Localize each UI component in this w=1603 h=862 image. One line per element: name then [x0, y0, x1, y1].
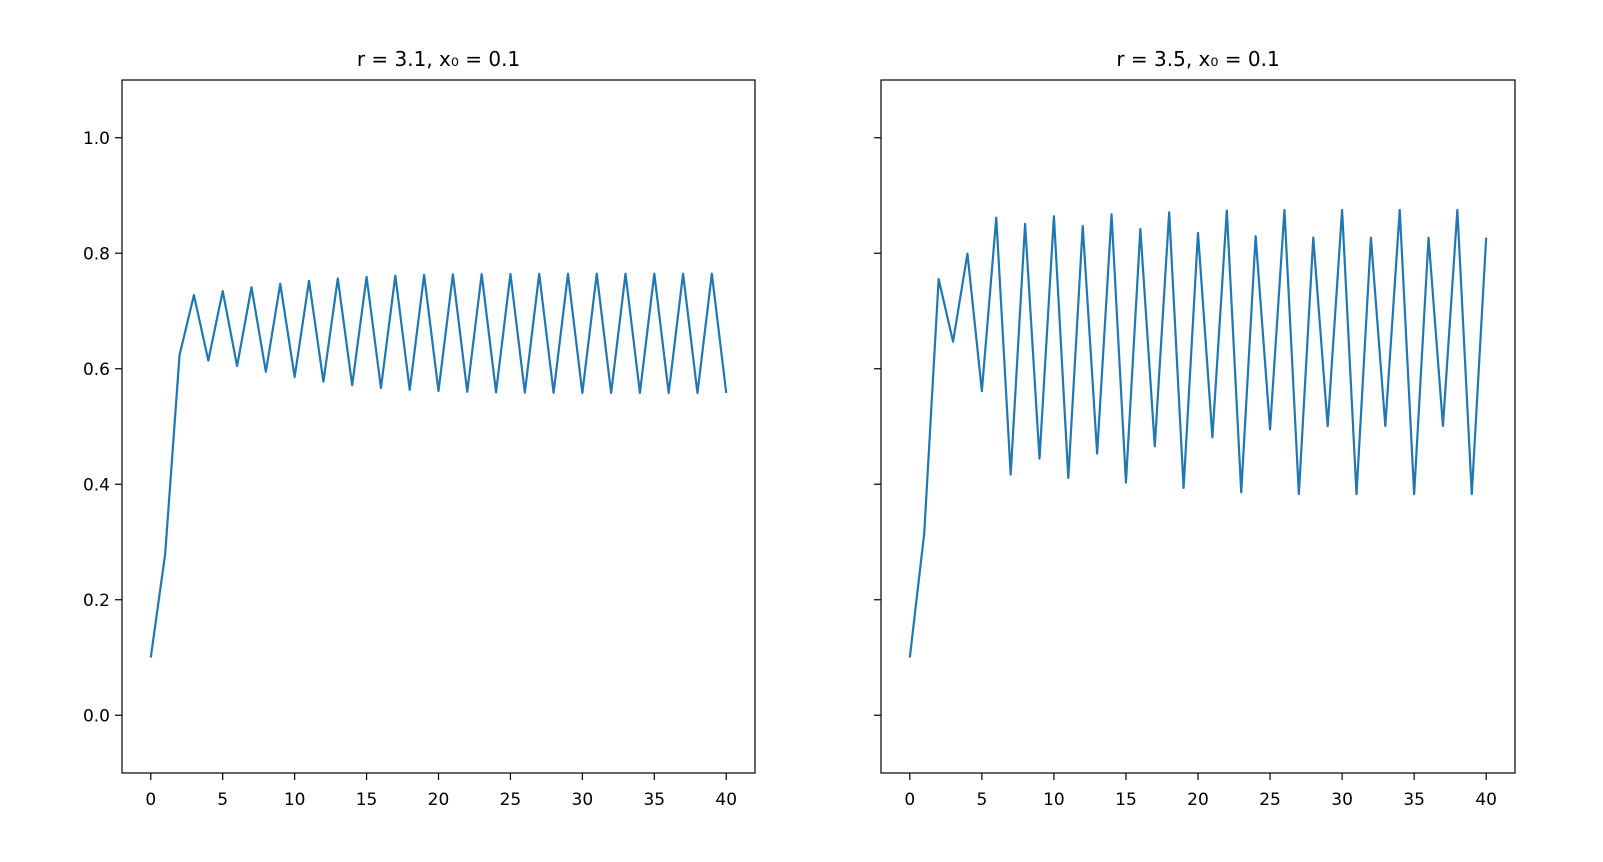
- chart-title: r = 3.5, x₀ = 0.1: [1116, 47, 1279, 71]
- x-tick-label: 0: [904, 790, 915, 810]
- x-tick-label: 15: [1115, 790, 1137, 810]
- x-tick-label: 30: [572, 790, 594, 810]
- y-tick-label: 0.8: [83, 244, 110, 264]
- y-tick-label: 1.0: [83, 129, 110, 149]
- y-tick-label: 0.0: [83, 706, 110, 726]
- x-tick-label: 10: [284, 790, 306, 810]
- x-tick-label: 15: [356, 790, 378, 810]
- data-line: [149, 272, 728, 658]
- x-tick-label: 25: [500, 790, 522, 810]
- data-line: [908, 208, 1488, 658]
- axes-frame: [121, 79, 756, 774]
- chart-title: r = 3.1, x₀ = 0.1: [357, 47, 520, 71]
- x-tick-label: 35: [1403, 790, 1425, 810]
- x-tick-label: 5: [217, 790, 228, 810]
- x-tick-label: 40: [1475, 790, 1497, 810]
- x-tick-label: 20: [1187, 790, 1209, 810]
- y-tick-label: 0.6: [83, 360, 110, 380]
- x-tick-label: 5: [976, 790, 987, 810]
- x-tick-label: 20: [428, 790, 450, 810]
- x-tick-label: 35: [643, 790, 665, 810]
- x-tick-label: 10: [1043, 790, 1065, 810]
- y-tick-label: 0.2: [83, 591, 110, 611]
- axes-frame: [880, 79, 1516, 774]
- x-tick-label: 30: [1331, 790, 1353, 810]
- x-tick-label: 25: [1259, 790, 1281, 810]
- x-tick-label: 0: [145, 790, 156, 810]
- x-tick-label: 40: [715, 790, 737, 810]
- y-tick-label: 0.4: [83, 475, 110, 495]
